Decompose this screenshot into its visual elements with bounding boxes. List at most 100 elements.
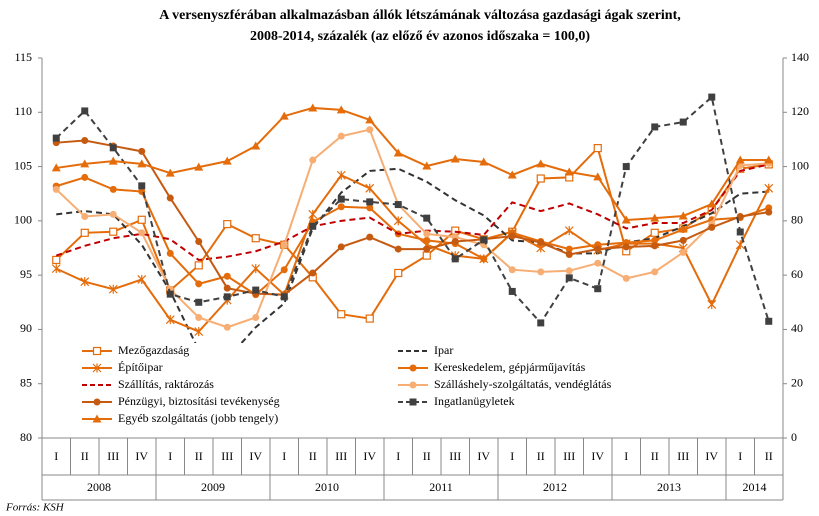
marker — [764, 183, 774, 193]
marker-circle — [594, 259, 602, 267]
marker — [508, 232, 516, 240]
marker-square — [537, 319, 545, 327]
marker-square — [366, 198, 374, 206]
x-tick-label: IV — [135, 449, 148, 463]
marker-circle — [736, 213, 744, 221]
marker-triangle — [279, 111, 289, 120]
marker-square — [565, 274, 573, 282]
y-tick-label: 110 — [14, 104, 32, 118]
x-tick-label: I — [624, 449, 628, 463]
marker — [81, 107, 89, 115]
marker-circle — [651, 268, 659, 276]
marker — [537, 239, 545, 247]
marker — [409, 364, 417, 372]
year-label: 2008 — [87, 480, 111, 494]
marker — [537, 268, 545, 276]
marker-square — [251, 234, 260, 243]
marker — [679, 118, 687, 126]
y-tick-label: 80 — [20, 430, 32, 444]
marker-square — [166, 290, 174, 298]
marker-triangle — [108, 156, 118, 165]
x-tick-label: III — [335, 449, 347, 463]
marker — [708, 93, 716, 101]
marker-circle — [594, 245, 602, 253]
marker — [422, 161, 432, 170]
marker — [337, 195, 345, 203]
marker — [51, 163, 61, 172]
marker-triangle — [165, 168, 175, 177]
marker-asterisk — [165, 315, 175, 325]
x-tick-label: II — [195, 449, 203, 463]
marker — [336, 105, 346, 114]
marker-circle — [337, 203, 345, 211]
marker — [507, 170, 517, 179]
y2-tick-label: 0 — [791, 430, 797, 444]
x-tick-label: II — [537, 449, 545, 463]
marker — [565, 267, 573, 275]
marker — [165, 315, 175, 325]
marker — [707, 299, 717, 309]
legend-label: Építőipar — [118, 360, 163, 374]
marker — [393, 148, 403, 157]
marker-asterisk — [336, 170, 346, 180]
x-tick-label: III — [563, 449, 575, 463]
year-label: 2014 — [743, 480, 767, 494]
marker — [80, 228, 89, 237]
marker-square — [650, 228, 659, 237]
marker — [308, 103, 318, 112]
marker — [81, 173, 89, 181]
marker — [251, 264, 261, 274]
marker — [195, 237, 203, 245]
marker — [480, 236, 488, 244]
marker-square — [109, 227, 118, 236]
x-tick-label: II — [423, 449, 431, 463]
marker-asterisk — [707, 299, 717, 309]
marker — [678, 211, 688, 220]
marker — [52, 134, 60, 142]
marker-circle — [537, 268, 545, 276]
x-tick-label: II — [81, 449, 89, 463]
marker — [109, 227, 118, 236]
marker — [366, 204, 374, 212]
marker-square — [708, 93, 716, 101]
x-tick-label: III — [107, 449, 119, 463]
marker-circle — [708, 223, 716, 231]
marker-square — [480, 236, 488, 244]
marker-circle — [195, 237, 203, 245]
marker-circle — [679, 248, 687, 256]
y2-tick-label: 120 — [791, 104, 809, 118]
marker-circle — [765, 208, 773, 216]
marker — [280, 293, 288, 301]
marker-square — [594, 285, 602, 293]
marker — [222, 156, 232, 165]
legend-label: Ingatlanügyletek — [434, 394, 515, 408]
marker — [280, 266, 288, 274]
marker — [223, 220, 232, 229]
marker-asterisk — [564, 226, 574, 236]
x-tick-label: I — [396, 449, 400, 463]
legend-label: Szállítás, raktározás — [118, 377, 214, 391]
marker-triangle — [393, 148, 403, 157]
series-line — [56, 167, 769, 360]
marker — [365, 314, 374, 323]
marker — [409, 381, 417, 389]
marker — [622, 163, 630, 171]
marker-triangle — [422, 161, 432, 170]
marker — [109, 185, 117, 193]
marker — [223, 284, 231, 292]
marker — [92, 414, 102, 423]
marker — [137, 159, 147, 168]
marker — [650, 213, 660, 222]
marker — [651, 268, 659, 276]
marker — [52, 255, 61, 265]
marker-circle — [309, 269, 317, 277]
marker-asterisk — [308, 209, 318, 219]
marker — [109, 210, 117, 218]
marker-circle — [109, 210, 117, 218]
marker-square — [80, 228, 89, 237]
marker — [223, 323, 231, 331]
series-line — [55, 174, 770, 333]
marker — [223, 293, 231, 301]
marker-circle — [223, 272, 231, 280]
